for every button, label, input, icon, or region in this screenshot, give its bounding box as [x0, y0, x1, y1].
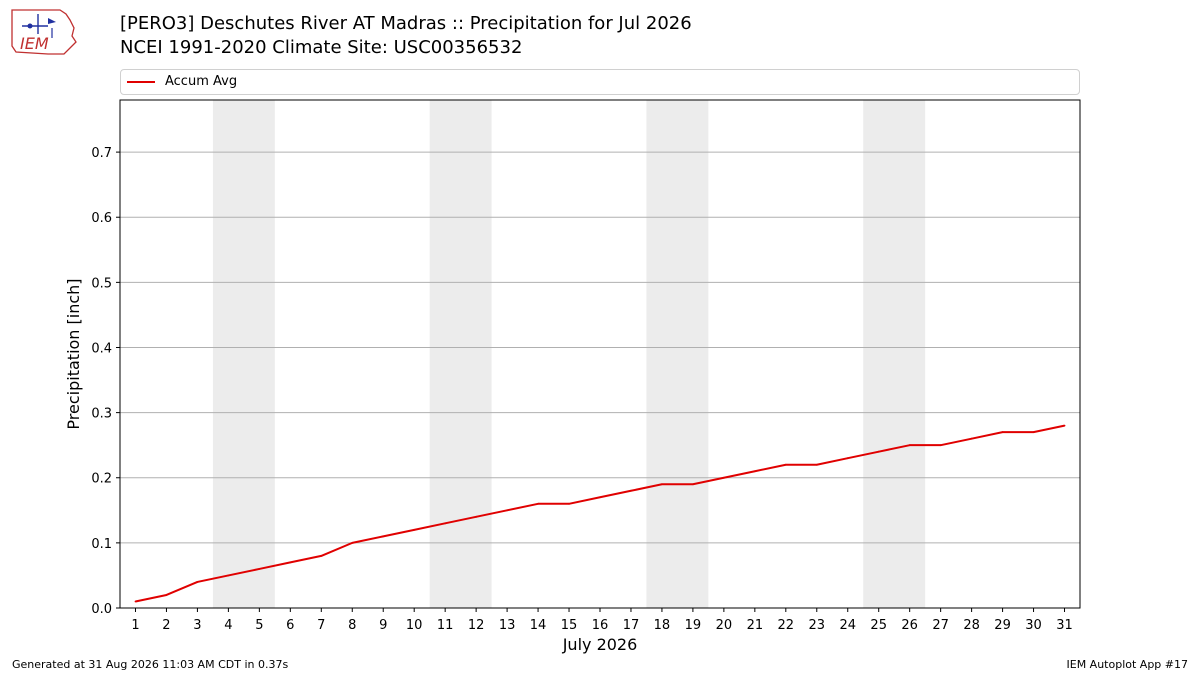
data-point — [661, 483, 663, 486]
x-tick-label: 16 — [592, 618, 609, 633]
weekend-band — [863, 100, 926, 608]
x-tick-label: 26 — [901, 618, 918, 633]
y-tick-label: 0.7 — [91, 146, 112, 161]
x-tick-label: 3 — [193, 618, 201, 633]
x-tick-label: 8 — [348, 618, 356, 633]
data-point — [196, 581, 199, 583]
x-tick-label: 13 — [499, 618, 516, 633]
x-tick-label: 29 — [994, 618, 1011, 633]
y-tick-label: 0.3 — [91, 407, 112, 422]
x-tick-label: 23 — [809, 618, 826, 633]
data-point — [444, 522, 447, 525]
chart-title: [PERO3] Deschutes River AT Madras :: Pre… — [120, 13, 692, 34]
x-tick-label: 10 — [406, 618, 423, 633]
data-point — [753, 470, 756, 473]
data-point — [1032, 431, 1035, 434]
x-tick-label: 24 — [839, 618, 856, 633]
data-point — [970, 437, 973, 440]
x-tick-label: 22 — [778, 618, 795, 633]
x-tick-label: 27 — [932, 618, 949, 633]
x-tick-label: 7 — [317, 618, 325, 633]
app-label: IEM Autoplot App #17 — [1066, 658, 1189, 671]
data-point — [413, 528, 416, 531]
weekend-band — [212, 100, 275, 608]
data-point — [908, 444, 911, 447]
x-axis: 1 2 3 4 5 6 7 8 9 10 11 12 13 14 15 16 17 18 19 20 21 22 23 24 2… — [131, 608, 1073, 633]
weekend-bands — [212, 100, 926, 608]
weekend-band — [429, 100, 492, 608]
x-tick-label: 17 — [623, 618, 640, 633]
data-point — [784, 463, 787, 466]
logo-text: IEM — [20, 34, 49, 53]
data-point — [506, 509, 508, 512]
chart-legend: Accum Avg — [120, 69, 1080, 95]
x-tick-label: 6 — [286, 618, 294, 633]
chart-subtitle: NCEI 1991-2020 Climate Site: USC00356532 — [120, 37, 523, 58]
series-layer — [134, 424, 1066, 603]
x-tick-label: 4 — [224, 618, 232, 633]
x-tick-label: 28 — [963, 618, 980, 633]
data-point — [289, 561, 292, 564]
y-tick-label: 0.5 — [91, 276, 112, 291]
legend-swatch-accum-avg — [127, 81, 155, 83]
x-tick-label: 1 — [131, 618, 139, 633]
x-tick-label: 14 — [530, 618, 547, 633]
x-tick-label: 5 — [255, 618, 263, 633]
data-point — [630, 489, 632, 492]
y-tick-label: 0.0 — [91, 602, 112, 617]
data-point — [165, 594, 168, 596]
x-tick-label: 11 — [437, 618, 454, 633]
y-tick-label: 0.1 — [91, 537, 112, 552]
weekend-band — [646, 100, 709, 608]
generated-timestamp: Generated at 31 Aug 2026 11:03 AM CDT in… — [12, 658, 289, 671]
x-tick-label: 19 — [685, 618, 702, 633]
data-point — [475, 515, 478, 518]
iem-logo-icon: IEM — [11, 9, 77, 55]
data-point — [537, 502, 539, 505]
x-tick-label: 21 — [747, 618, 764, 633]
x-tick-label: 9 — [379, 618, 387, 633]
data-point — [258, 568, 261, 570]
data-point — [568, 502, 570, 505]
data-point — [382, 535, 385, 538]
x-tick-label: 20 — [716, 618, 733, 633]
data-point — [1001, 431, 1004, 434]
y-tick-label: 0.4 — [91, 341, 112, 356]
legend-label-accum-avg: Accum Avg — [165, 74, 238, 89]
y-tick-label: 0.6 — [91, 211, 112, 226]
data-point — [227, 574, 230, 577]
y-axis: 0.0 0.1 0.2 0.3 0.4 0.5 0.6 0.7 — [91, 146, 120, 617]
data-point — [846, 457, 849, 460]
data-point — [877, 450, 880, 453]
y-axis-label: Precipitation [inch] — [64, 278, 83, 429]
x-tick-label: 15 — [561, 618, 578, 633]
data-point — [939, 444, 942, 447]
x-tick-label: 12 — [468, 618, 485, 633]
data-point — [722, 476, 725, 479]
grid-lines — [120, 151, 1080, 544]
y-tick-label: 0.2 — [91, 472, 112, 487]
data-point — [1063, 424, 1066, 427]
x-tick-label: 31 — [1056, 618, 1073, 633]
data-point — [692, 483, 694, 486]
x-tick-label: 2 — [162, 618, 170, 633]
data-point — [134, 600, 137, 603]
data-point — [815, 463, 818, 466]
x-tick-label: 18 — [654, 618, 671, 633]
data-point — [320, 554, 323, 557]
x-tick-label: 25 — [870, 618, 887, 633]
x-axis-label: July 2026 — [562, 635, 638, 654]
data-point — [599, 496, 601, 499]
x-tick-label: 30 — [1025, 618, 1042, 633]
data-point — [351, 541, 354, 544]
